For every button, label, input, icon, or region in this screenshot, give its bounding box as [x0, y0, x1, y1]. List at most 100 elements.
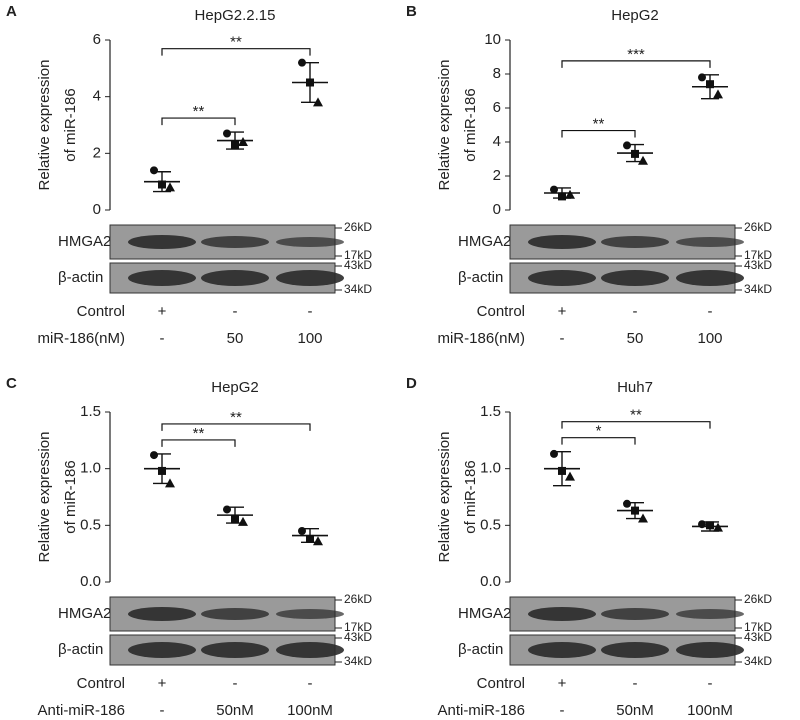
error-bar: [301, 61, 319, 104]
marker-label: 34kD: [344, 654, 372, 668]
blot-band: [528, 607, 596, 621]
y-tick-label: 0.0: [80, 573, 101, 590]
significance-label: **: [630, 407, 642, 424]
condition-value: 100nM: [687, 702, 733, 719]
y-axis-label: of miR-186: [462, 460, 479, 533]
significance-bracket: [161, 423, 311, 431]
y-axis-label: of miR-186: [462, 88, 479, 161]
blot-band: [676, 609, 744, 619]
blot-band: [601, 236, 669, 248]
error-bar: [626, 143, 644, 163]
condition-value: -: [160, 330, 165, 347]
blot-band: [201, 642, 269, 658]
significance-bracket: [561, 421, 711, 429]
data-point: [150, 451, 158, 460]
significance-bracket: [561, 60, 711, 68]
significance-label: **: [230, 34, 242, 51]
marker-label: 43kD: [744, 258, 772, 272]
condition-value: 50nM: [216, 702, 254, 719]
data-point: [638, 155, 648, 165]
error-bar: [626, 501, 644, 520]
significance-label: **: [593, 116, 605, 133]
condition-value: +: [158, 303, 167, 320]
blot-band: [601, 642, 669, 658]
y-tick-label: 8: [493, 65, 501, 82]
blot-band: [676, 270, 744, 286]
marker-label: 26kD: [344, 220, 372, 234]
condition-label: Control: [477, 303, 525, 320]
condition-value: +: [158, 675, 167, 692]
condition-value: 50nM: [616, 702, 654, 719]
blot-label: HMGA2: [58, 605, 111, 622]
condition-label: Control: [77, 675, 125, 692]
y-tick-label: 1.5: [480, 403, 501, 420]
y-tick-label: 6: [493, 99, 501, 116]
chart-title: HepG2.2.15: [195, 7, 276, 24]
error-bar: [226, 506, 244, 524]
blot-band: [676, 237, 744, 247]
significance-bracket: [561, 129, 636, 138]
error-bar: [226, 131, 244, 150]
blot-band: [276, 642, 344, 658]
significance-label: **: [193, 425, 205, 442]
condition-value: -: [233, 675, 238, 692]
data-point: [713, 89, 723, 99]
blot-label: β-actin: [58, 641, 103, 658]
data-point: [623, 499, 631, 508]
condition-value: 100nM: [287, 702, 333, 719]
marker-label: 34kD: [744, 282, 772, 296]
condition-value: 50: [227, 330, 244, 347]
blot-band: [201, 236, 269, 248]
marker-label: 26kD: [344, 592, 372, 606]
condition-value: +: [558, 675, 567, 692]
marker-label: 34kD: [344, 282, 372, 296]
data-point: [223, 129, 231, 138]
significance-label: ***: [627, 46, 645, 63]
blot-band: [128, 235, 196, 249]
data-point: [238, 516, 248, 526]
y-tick-label: 0.0: [480, 573, 501, 590]
blot-label: β-actin: [58, 269, 103, 286]
error-bar: [553, 450, 571, 487]
condition-label: miR-186(nM): [437, 330, 525, 347]
significance-bracket: [161, 117, 236, 126]
y-tick-label: 1.0: [480, 460, 501, 477]
marker-label: 43kD: [344, 630, 372, 644]
data-point: [565, 189, 575, 199]
chart-title: HepG2: [211, 379, 259, 396]
blot-label: β-actin: [458, 641, 503, 658]
blot-band: [676, 642, 744, 658]
blot-band: [276, 237, 344, 247]
y-axis-label: of miR-186: [62, 460, 79, 533]
condition-label: miR-186(nM): [37, 330, 125, 347]
marker-label: 17kD: [344, 620, 372, 634]
chart-title: Huh7: [617, 379, 653, 396]
panel-label: D: [406, 375, 417, 392]
y-axis-label: Relative expression: [436, 60, 453, 191]
y-tick-label: 4: [493, 133, 501, 150]
condition-value: -: [308, 303, 313, 320]
blot-band: [601, 270, 669, 286]
blot-band: [528, 235, 596, 249]
condition-value: -: [633, 303, 638, 320]
panel-label: B: [406, 3, 417, 20]
blot-label: β-actin: [458, 269, 503, 286]
condition-label: Anti-miR-186: [437, 702, 525, 719]
condition-label: Control: [77, 303, 125, 320]
y-tick-label: 1.0: [80, 460, 101, 477]
y-tick-label: 4: [93, 88, 101, 105]
blot-band: [601, 608, 669, 620]
y-tick-label: 6: [93, 31, 101, 48]
condition-label: Anti-miR-186: [37, 702, 125, 719]
error-bar: [153, 453, 171, 485]
error-bar: [301, 528, 319, 544]
condition-value: -: [708, 675, 713, 692]
y-tick-label: 0.5: [80, 516, 101, 533]
blot-band: [201, 608, 269, 620]
marker-label: 17kD: [744, 248, 772, 262]
marker-label: 43kD: [344, 258, 372, 272]
y-tick-label: 10: [484, 31, 501, 48]
y-tick-label: 0: [93, 201, 101, 218]
marker-label: 17kD: [344, 248, 372, 262]
